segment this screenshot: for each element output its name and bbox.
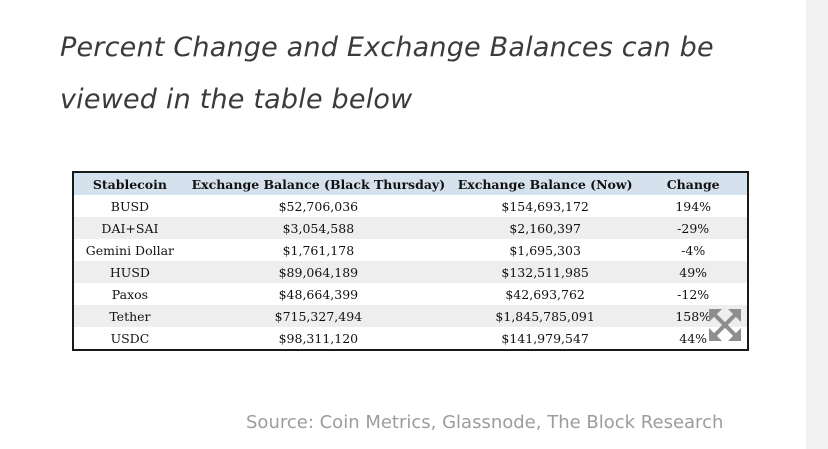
table-row: HUSD $89,064,189 $132,511,985 49% <box>73 261 748 283</box>
cell-balance-now: $2,160,397 <box>450 217 640 239</box>
cell-balance-now: $1,845,785,091 <box>450 305 640 327</box>
table-row: Tether $715,327,494 $1,845,785,091 158% <box>73 305 748 327</box>
cell-stablecoin: Tether <box>73 305 186 327</box>
column-header-balance-now: Exchange Balance (Now) <box>450 172 640 195</box>
cell-balance-black-thursday: $3,054,588 <box>185 217 451 239</box>
cell-balance-black-thursday: $89,064,189 <box>185 261 451 283</box>
table-row: Gemini Dollar $1,761,178 $1,695,303 -4% <box>73 239 748 261</box>
table-header-row: Stablecoin Exchange Balance (Black Thurs… <box>73 172 748 195</box>
cell-balance-black-thursday: $1,761,178 <box>185 239 451 261</box>
cell-stablecoin: BUSD <box>73 195 186 217</box>
table-row: Paxos $48,664,399 $42,693,762 -12% <box>73 283 748 305</box>
table-row: BUSD $52,706,036 $154,693,172 194% <box>73 195 748 217</box>
cell-stablecoin: DAI+SAI <box>73 217 186 239</box>
expand-arrows-icon[interactable] <box>705 305 745 345</box>
cell-change: 49% <box>639 261 748 283</box>
headline-text: Percent Change and Exchange Balances can… <box>60 32 714 115</box>
column-header-stablecoin: Stablecoin <box>73 172 186 195</box>
source-caption: Source: Coin Metrics, Glassnode, The Blo… <box>246 412 724 433</box>
stablecoin-balance-table: Stablecoin Exchange Balance (Black Thurs… <box>72 171 749 351</box>
cell-balance-now: $42,693,762 <box>450 283 640 305</box>
table-row: USDC $98,311,120 $141,979,547 44% <box>73 327 748 350</box>
cell-change: 194% <box>639 195 748 217</box>
cell-balance-now: $154,693,172 <box>450 195 640 217</box>
cell-balance-black-thursday: $98,311,120 <box>185 327 451 350</box>
cell-balance-now: $1,695,303 <box>450 239 640 261</box>
cell-stablecoin: Paxos <box>73 283 186 305</box>
cell-change: 44% <box>639 327 748 350</box>
cell-balance-now: $141,979,547 <box>450 327 640 350</box>
article-page: Percent Change and Exchange Balances can… <box>0 0 806 449</box>
cell-balance-now: $132,511,985 <box>450 261 640 283</box>
column-header-change: Change <box>639 172 748 195</box>
table-row: DAI+SAI $3,054,588 $2,160,397 -29% <box>73 217 748 239</box>
cell-stablecoin: USDC <box>73 327 186 350</box>
cell-balance-black-thursday: $48,664,399 <box>185 283 451 305</box>
cell-change: -12% <box>639 283 748 305</box>
cell-stablecoin: Gemini Dollar <box>73 239 186 261</box>
cell-balance-black-thursday: $715,327,494 <box>185 305 451 327</box>
cell-stablecoin: HUSD <box>73 261 186 283</box>
cell-balance-black-thursday: $52,706,036 <box>185 195 451 217</box>
column-header-balance-black-thursday: Exchange Balance (Black Thursday) <box>185 172 451 195</box>
cell-change: -4% <box>639 239 748 261</box>
cell-change: -29% <box>639 217 748 239</box>
